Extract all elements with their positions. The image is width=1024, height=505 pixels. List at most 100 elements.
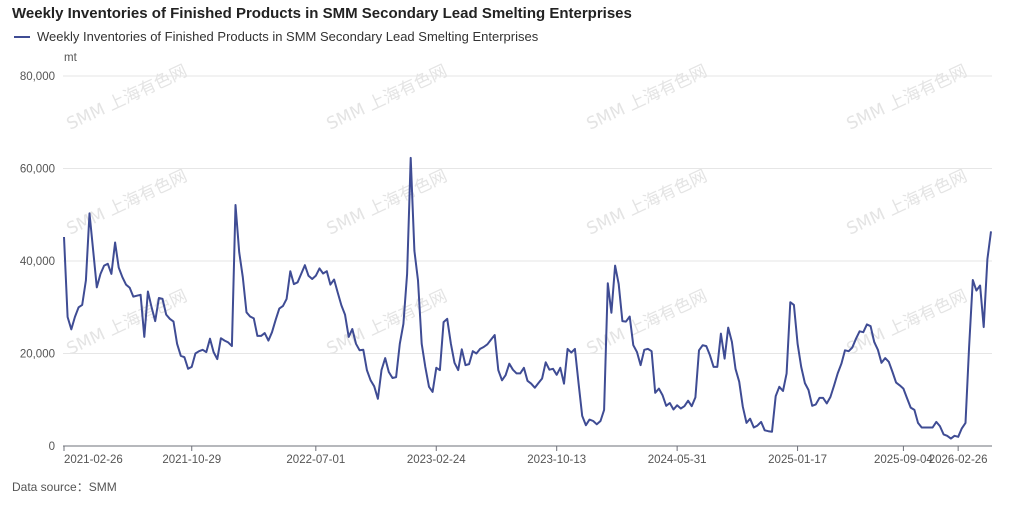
data-point[interactable] xyxy=(110,272,113,275)
data-point[interactable] xyxy=(548,368,551,371)
data-point[interactable] xyxy=(676,404,679,407)
data-point[interactable] xyxy=(300,272,303,275)
data-point[interactable] xyxy=(504,374,507,377)
data-point[interactable] xyxy=(646,347,649,350)
data-point[interactable] xyxy=(402,322,405,325)
data-point[interactable] xyxy=(219,337,222,340)
data-point[interactable] xyxy=(833,384,836,387)
data-point[interactable] xyxy=(690,405,693,408)
data-point[interactable] xyxy=(705,345,708,348)
data-point[interactable] xyxy=(522,366,525,369)
data-point[interactable] xyxy=(387,371,390,374)
data-point[interactable] xyxy=(77,306,80,309)
data-point[interactable] xyxy=(340,304,343,307)
data-point[interactable] xyxy=(325,270,328,273)
data-point[interactable] xyxy=(898,384,901,387)
data-point[interactable] xyxy=(373,385,376,388)
data-point[interactable] xyxy=(771,430,774,433)
data-point[interactable] xyxy=(296,281,299,284)
data-point[interactable] xyxy=(172,320,175,323)
data-point[interactable] xyxy=(336,291,339,294)
data-point[interactable] xyxy=(117,266,120,269)
data-point[interactable] xyxy=(395,376,398,379)
data-point[interactable] xyxy=(384,357,387,360)
data-point[interactable] xyxy=(778,385,781,388)
data-point[interactable] xyxy=(241,276,244,279)
data-point[interactable] xyxy=(741,405,744,408)
data-point[interactable] xyxy=(143,335,146,338)
data-point[interactable] xyxy=(176,342,179,345)
data-point[interactable] xyxy=(103,264,106,267)
data-point[interactable] xyxy=(913,408,916,411)
data-point[interactable] xyxy=(161,297,164,300)
data-point[interactable] xyxy=(986,258,989,261)
data-point[interactable] xyxy=(438,369,441,372)
data-point[interactable] xyxy=(526,379,529,382)
data-point[interactable] xyxy=(614,264,617,267)
data-point[interactable] xyxy=(924,426,927,429)
data-point[interactable] xyxy=(501,379,504,382)
data-point[interactable] xyxy=(563,382,566,385)
data-point[interactable] xyxy=(782,390,785,393)
data-point[interactable] xyxy=(785,372,788,375)
data-point[interactable] xyxy=(435,366,438,369)
data-point[interactable] xyxy=(869,325,872,328)
data-point[interactable] xyxy=(668,402,671,405)
data-point[interactable] xyxy=(665,404,668,407)
data-point[interactable] xyxy=(625,320,628,323)
data-point[interactable] xyxy=(106,262,109,265)
data-point[interactable] xyxy=(822,396,825,399)
data-point[interactable] xyxy=(114,241,117,244)
data-point[interactable] xyxy=(584,424,587,427)
data-point[interactable] xyxy=(909,406,912,409)
data-point[interactable] xyxy=(636,351,639,354)
data-point[interactable] xyxy=(460,348,463,351)
data-point[interactable] xyxy=(278,307,281,310)
data-point[interactable] xyxy=(81,303,84,306)
data-point[interactable] xyxy=(417,279,420,282)
data-point[interactable] xyxy=(949,437,952,440)
data-point[interactable] xyxy=(530,382,533,385)
data-point[interactable] xyxy=(701,344,704,347)
data-point[interactable] xyxy=(723,357,726,360)
data-point[interactable] xyxy=(289,270,292,273)
data-point[interactable] xyxy=(70,328,73,331)
data-point[interactable] xyxy=(431,390,434,393)
data-point[interactable] xyxy=(508,362,511,365)
data-point[interactable] xyxy=(63,236,66,239)
data-point[interactable] xyxy=(891,371,894,374)
data-point[interactable] xyxy=(274,318,277,321)
data-point[interactable] xyxy=(84,279,87,282)
data-point[interactable] xyxy=(92,249,95,252)
data-point[interactable] xyxy=(292,283,295,286)
data-point[interactable] xyxy=(796,342,799,345)
data-point[interactable] xyxy=(559,366,562,369)
data-point[interactable] xyxy=(482,346,485,349)
data-point[interactable] xyxy=(621,320,624,323)
data-point[interactable] xyxy=(884,357,887,360)
data-point[interactable] xyxy=(351,328,354,331)
data-point[interactable] xyxy=(322,272,325,275)
data-point[interactable] xyxy=(581,414,584,417)
data-point[interactable] xyxy=(369,379,372,382)
data-point[interactable] xyxy=(519,372,522,375)
data-point[interactable] xyxy=(493,334,496,337)
data-point[interactable] xyxy=(157,297,160,300)
data-point[interactable] xyxy=(902,387,905,390)
data-point[interactable] xyxy=(603,408,606,411)
data-point[interactable] xyxy=(599,420,602,423)
data-point[interactable] xyxy=(727,326,730,329)
data-point[interactable] xyxy=(895,381,898,384)
data-point[interactable] xyxy=(154,320,157,323)
data-point[interactable] xyxy=(917,421,920,424)
data-point[interactable] xyxy=(511,368,514,371)
data-point[interactable] xyxy=(880,361,883,364)
data-point[interactable] xyxy=(865,323,868,326)
data-point[interactable] xyxy=(355,342,358,345)
data-point[interactable] xyxy=(606,282,609,285)
data-point[interactable] xyxy=(679,407,682,410)
data-point[interactable] xyxy=(212,351,215,354)
data-point[interactable] xyxy=(190,365,193,368)
data-point[interactable] xyxy=(960,427,963,430)
data-point[interactable] xyxy=(179,354,182,357)
